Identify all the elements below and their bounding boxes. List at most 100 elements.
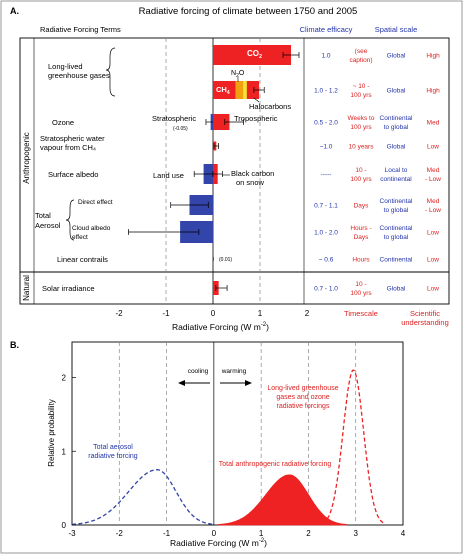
efficacy-1: 1.0 - 1.2: [314, 88, 338, 95]
b-xtick-label-5: 2: [306, 529, 311, 538]
bar-0: [213, 45, 292, 65]
efficacy-4: -----: [321, 172, 332, 179]
panel-a-xtick-label-4: 2: [305, 309, 310, 318]
label-black-carbon-1: Black carbon: [231, 169, 274, 178]
label-black-carbon-2: on snow: [236, 178, 265, 187]
aerosol-curve-label-1: Total aerosol: [93, 444, 133, 451]
bar-5: [213, 114, 230, 130]
spatial-4-line2: continental: [380, 176, 412, 183]
forcing-bars: [128, 45, 300, 295]
ghg-bracket: [105, 47, 116, 97]
header-efficacy: Climate efficacy: [300, 25, 353, 34]
panel-b-ylabel: Relative probability: [47, 399, 56, 467]
ghg-curve-label-2: gases and ozone: [276, 394, 329, 401]
efficacy-5: 0.7 - 1.1: [314, 203, 338, 210]
anthro-curve-label: Total anthropogenic radiative forcing: [219, 461, 332, 468]
row-label-6: Cloud albedo: [72, 225, 111, 232]
spatial-6: Continental: [380, 225, 413, 232]
header-spatial: Spatial scale: [375, 25, 418, 34]
efficacy-8: 0.7 - 1.0: [314, 286, 338, 293]
aerosol-curve-label-2: radiative forcing: [88, 453, 138, 460]
label-halocarbons: Halocarbons: [249, 102, 291, 111]
bar-3: [243, 81, 260, 99]
label-tropospheric: Tropospheric: [234, 114, 278, 123]
timescale-6-line2: Days: [354, 234, 370, 241]
timescale-0-line2: caption): [349, 57, 372, 64]
label-n2o: N2O: [231, 70, 245, 79]
row-label-6-line2: effect: [72, 234, 88, 241]
row-label-3-line2: vapour from CH₄: [40, 143, 96, 152]
efficacy-7: ~ 0.6: [319, 257, 334, 264]
panel-a-xtick-label-0: -2: [115, 309, 123, 318]
spatial-1: Global: [387, 88, 406, 95]
timescale-0: (see: [355, 48, 368, 55]
panel-a-title: Radiative forcing of climate between 175…: [139, 6, 358, 17]
timescale-2: Weeks to: [348, 115, 375, 122]
row-label-4: Surface albedo: [48, 170, 98, 179]
timescale-3: 10 years: [349, 144, 375, 151]
timescale-4-line2: 100 yrs: [350, 176, 372, 183]
row-label-3: Stratospheric water: [40, 134, 105, 143]
understanding-8: Low: [427, 286, 439, 293]
row-label-5: Direct effect: [78, 199, 113, 206]
understanding-4: Med: [427, 167, 440, 174]
panel-a-xlabel: Radiative Forcing (W m-2): [172, 322, 269, 332]
spatial-2: Continental: [380, 115, 413, 122]
aerosol-label-1: Total: [35, 211, 51, 220]
header-terms: Radiative Forcing Terms: [40, 25, 121, 34]
label-strat-value: (-0.05): [173, 126, 188, 132]
label-stratospheric: Stratospheric: [152, 114, 196, 123]
label-ch4: CH4: [216, 85, 230, 96]
row-label-8: Solar irradiance: [42, 284, 95, 293]
timescale-5: Days: [354, 203, 370, 210]
b-ytick-label-2: 2: [62, 374, 67, 383]
label-land-use: Land use: [153, 171, 184, 180]
probability-curves: [71, 369, 385, 526]
b-ytick-label-1: 1: [62, 447, 67, 456]
spatial-0: Global: [387, 53, 406, 60]
spatial-3: Global: [387, 144, 406, 151]
label-contrails-value: (0.01): [219, 257, 232, 263]
understanding-7: Low: [427, 257, 439, 264]
panel-b-xlabel: Radiative Forcing (W m-2): [170, 538, 267, 548]
spatial-5-line2: to global: [384, 207, 409, 214]
panel-a-xtick-label-3: 1: [258, 309, 263, 318]
understanding-5-line2: - Low: [425, 207, 441, 214]
bar-11: [213, 257, 214, 261]
panel-a-frame: [19, 37, 450, 305]
spatial-8: Global: [387, 286, 406, 293]
efficacy-2: 0.5 - 2.0: [314, 120, 338, 127]
panel-a-xtick-label-1: -1: [162, 309, 170, 318]
panel-b-label: B.: [10, 340, 19, 350]
halocarbon-stripe: [243, 81, 247, 99]
aerosol-bracket: [65, 199, 75, 241]
understanding-label-1: Scientific: [410, 309, 440, 318]
spatial-5: Continental: [380, 198, 413, 205]
cooling-label: cooling: [188, 368, 209, 375]
row-label-0-line2: greenhouse gases: [48, 71, 110, 80]
understanding-1: High: [426, 88, 440, 95]
b-xtick-label-1: -2: [116, 529, 124, 538]
timescale-label: Timescale: [344, 309, 378, 318]
row-label-0: Long-lived: [48, 62, 83, 71]
info-table: 1.0 (see caption) Global High 1.0 - 1.2 ~ 10 -…: [314, 48, 441, 297]
ghg-curve-label-1: Long-lived greenhouse: [267, 385, 338, 392]
timescale-8-line2: 100 yrs: [350, 290, 372, 297]
understanding-label-2: understanding: [401, 318, 449, 327]
panel-b-ticks: -3 -2 -1 0 1 2 3 4 0 1 2: [62, 374, 406, 539]
b-xtick-label-4: 1: [259, 529, 264, 538]
row-label-2: Ozone: [52, 118, 74, 127]
b-xtick-label-7: 4: [401, 529, 406, 538]
timescale-7: Hours: [352, 257, 370, 264]
understanding-0: High: [426, 53, 440, 60]
b-xtick-label-0: -3: [68, 529, 76, 538]
timescale-2-line2: 100 yrs: [350, 124, 372, 131]
natural-label: Natural: [22, 275, 31, 301]
timescale-6: Hours -: [350, 225, 371, 232]
b-ytick-label-0: 0: [62, 521, 67, 530]
anthropogenic-label: Anthropogenic: [22, 132, 31, 184]
aerosol-label-2: Aerosol: [35, 221, 61, 230]
understanding-5: Med: [427, 198, 440, 205]
spatial-2-line2: to global: [384, 124, 409, 131]
bar-1: [213, 81, 236, 99]
